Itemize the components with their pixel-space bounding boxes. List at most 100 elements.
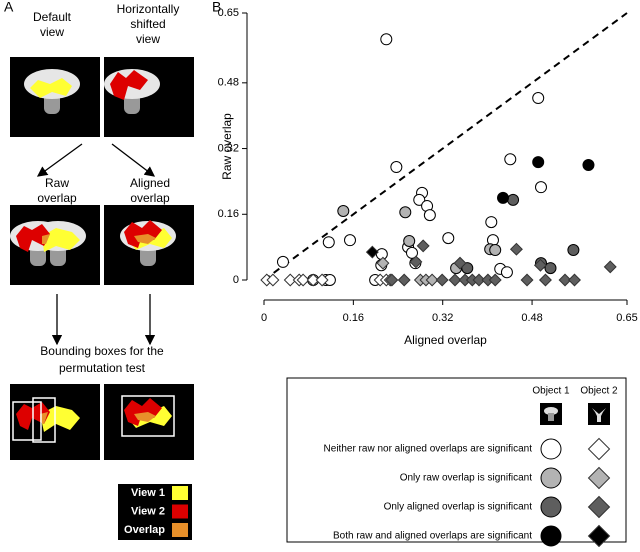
legend-column: Object 1	[532, 386, 570, 397]
image-shifted	[104, 57, 194, 137]
point	[283, 273, 297, 287]
point	[409, 255, 423, 269]
text-line: shifted	[130, 17, 165, 31]
text-line: Bounding boxes for the	[40, 344, 164, 358]
text-line: Raw	[45, 176, 69, 190]
y-tick-label: 0.48	[218, 77, 239, 89]
legend-label: Only aligned overlap is significant	[384, 502, 533, 513]
point	[538, 273, 552, 287]
text-line: view	[136, 32, 160, 46]
caption: Aligned overlap	[130, 176, 170, 205]
point	[380, 33, 393, 46]
point	[582, 158, 595, 171]
y-axis-label: Raw overlap	[220, 113, 234, 180]
legend-marker	[540, 496, 562, 518]
legend-swatch	[172, 486, 188, 500]
legend-swatch	[172, 504, 188, 519]
point	[558, 273, 572, 287]
panel-label: A	[4, 0, 14, 15]
point	[344, 234, 357, 247]
y-tick-label: 0	[233, 274, 239, 286]
legend-marker	[587, 495, 611, 519]
point	[532, 156, 545, 169]
point	[399, 206, 412, 219]
legend-marker	[540, 438, 562, 460]
point	[337, 204, 350, 217]
point	[306, 273, 320, 287]
point	[485, 216, 498, 229]
legend-marker	[540, 525, 562, 547]
point	[500, 266, 513, 279]
point	[435, 273, 449, 287]
point	[322, 236, 335, 249]
panel-a-legend: View 1 View 2 Overlap	[118, 484, 192, 540]
caption: Bounding boxes for the permutation test	[40, 344, 164, 375]
x-tick-label: 0.16	[343, 312, 364, 324]
text-line: Horizontally	[117, 2, 180, 16]
point	[534, 181, 547, 194]
legend-swatch	[172, 523, 188, 537]
legend-label: View 1	[131, 487, 165, 499]
point	[532, 92, 545, 105]
y-tick-label: 0.65	[218, 7, 239, 19]
text-line: overlap	[37, 191, 77, 205]
x-tick-label: 0.65	[616, 312, 637, 324]
point	[425, 273, 439, 287]
x-tick-label: 0.48	[521, 312, 542, 324]
point	[504, 153, 517, 166]
point	[397, 273, 411, 287]
legend-label: Neither raw nor aligned overlaps are sig…	[324, 444, 533, 455]
legend: Object 1 Object 2 Neither raw nor aligned …	[286, 377, 627, 548]
point	[533, 258, 547, 272]
point	[488, 273, 502, 287]
point	[520, 273, 534, 287]
legend-label: View 2	[131, 505, 165, 517]
point	[568, 273, 581, 287]
point	[448, 273, 462, 287]
y-tick-label: 0.32	[218, 142, 239, 154]
point	[603, 260, 617, 274]
point	[453, 256, 467, 270]
image-raw-overlap	[10, 205, 100, 285]
point	[413, 193, 426, 206]
x-axis-label: Aligned overlap	[404, 333, 487, 347]
legend-marker	[587, 437, 611, 461]
point	[385, 273, 399, 287]
x-tick-label: 0	[261, 312, 267, 324]
y-tick-label: 0.16	[218, 208, 239, 220]
point	[509, 242, 523, 256]
point	[442, 232, 455, 245]
text-line: Default	[33, 10, 72, 24]
caption: Raw overlap	[37, 176, 77, 205]
scatter-plot: B 0 0.16 0.32 0.48 0.65 0 0.16 0.32 0.48 0.65 Align…	[212, 0, 638, 347]
point	[497, 191, 510, 204]
image-default	[10, 57, 100, 137]
point	[276, 255, 289, 268]
legend-label: Only raw overlap is significant	[400, 473, 532, 484]
image-bounding-aligned	[104, 384, 194, 460]
x-tick-label: 0.32	[432, 312, 453, 324]
point	[390, 161, 403, 174]
text-line: view	[40, 25, 64, 39]
point	[567, 244, 580, 257]
point	[296, 273, 310, 287]
caption: Default view	[33, 10, 72, 39]
point	[544, 262, 557, 275]
point	[472, 273, 486, 287]
image-aligned-overlap	[104, 205, 194, 285]
point	[376, 256, 390, 270]
text-line: Aligned	[130, 176, 170, 190]
point	[461, 262, 474, 275]
legend-icon	[540, 403, 610, 425]
text-line: permutation test	[59, 361, 146, 375]
legend-column: Object 2	[580, 386, 618, 397]
identity-line	[263, 12, 628, 281]
point	[365, 245, 379, 259]
text-line: overlap	[130, 191, 170, 205]
panel-label: B	[212, 0, 221, 15]
legend-marker	[587, 466, 611, 490]
image-bounding-raw	[10, 384, 100, 460]
legend-label: Both raw and aligned overlaps are signif…	[333, 531, 532, 542]
point	[507, 193, 520, 206]
